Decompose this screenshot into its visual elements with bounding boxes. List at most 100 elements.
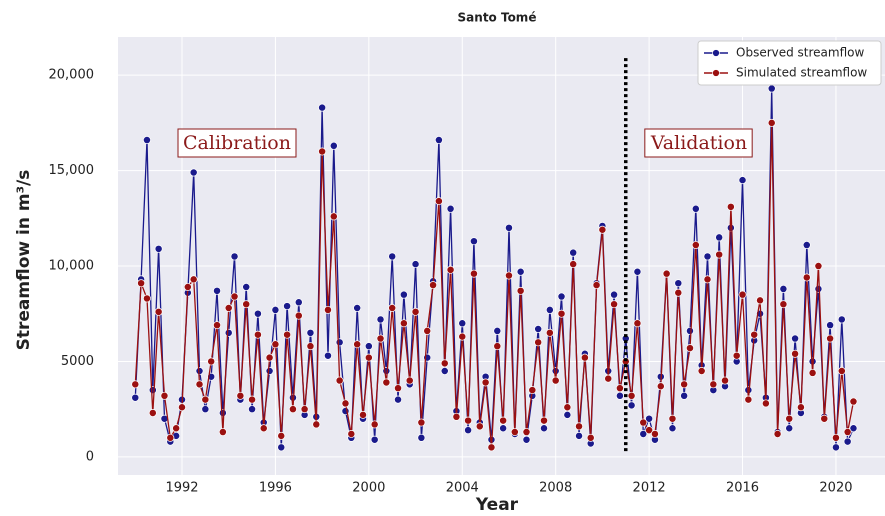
data-point — [370, 435, 379, 444]
data-point — [534, 338, 543, 347]
data-point — [569, 260, 578, 269]
data-point — [505, 271, 513, 280]
data-point — [837, 315, 846, 324]
data-point — [195, 380, 204, 389]
data-point — [154, 244, 163, 253]
data-point — [178, 403, 186, 412]
data-point — [709, 380, 718, 389]
y-tick-label: 20,000 — [49, 68, 95, 83]
legend-marker — [712, 49, 720, 57]
data-point — [796, 403, 805, 412]
data-point — [668, 414, 677, 423]
data-point — [253, 309, 262, 318]
data-point — [575, 422, 583, 431]
data-point — [283, 330, 292, 339]
data-point — [370, 420, 379, 429]
data-point — [779, 300, 788, 309]
data-point — [324, 305, 332, 314]
y-tick-label: 15,000 — [49, 163, 95, 178]
data-point — [849, 397, 858, 406]
data-point — [312, 420, 321, 429]
data-point — [434, 197, 443, 206]
x-tick-label: 1992 — [165, 481, 198, 496]
data-point — [767, 118, 776, 127]
data-point — [242, 283, 251, 291]
data-point — [236, 391, 245, 400]
data-point — [785, 414, 794, 423]
data-point — [785, 424, 794, 433]
x-tick-label: 2000 — [352, 481, 385, 496]
x-tick-label: 1996 — [259, 481, 292, 496]
data-point — [820, 414, 829, 423]
data-point — [452, 412, 461, 421]
annotation-text: Validation — [650, 132, 747, 154]
data-point — [499, 424, 508, 433]
data-point — [318, 147, 327, 156]
data-point — [329, 141, 338, 150]
data-point — [294, 311, 303, 320]
data-point — [545, 305, 554, 314]
data-point — [522, 428, 531, 437]
data-point — [388, 304, 397, 312]
annotation: Validation — [644, 128, 753, 158]
data-point — [674, 279, 683, 288]
series-line — [134, 122, 855, 448]
data-point — [318, 103, 327, 112]
data-point — [837, 367, 846, 375]
data-point — [271, 305, 280, 314]
data-point — [779, 284, 788, 293]
data-point — [376, 334, 385, 343]
data-point — [761, 399, 770, 408]
data-point — [680, 380, 689, 389]
x-tick-label: 2016 — [726, 481, 759, 496]
data-point — [814, 262, 823, 270]
data-point — [382, 367, 391, 375]
data-point — [148, 386, 157, 395]
data-point — [726, 202, 735, 211]
data-point — [382, 378, 391, 387]
data-point — [423, 326, 432, 335]
data-point — [347, 430, 356, 438]
data-point — [808, 368, 817, 377]
data-point — [137, 279, 146, 288]
data-point — [230, 252, 239, 261]
data-point — [288, 405, 297, 414]
data-point — [832, 433, 840, 442]
data-point — [148, 409, 157, 417]
data-point — [832, 443, 840, 452]
data-point — [604, 374, 613, 383]
data-point — [218, 428, 227, 437]
data-point — [627, 391, 636, 400]
data-point — [224, 328, 233, 337]
data-point — [826, 321, 835, 330]
data-point — [493, 342, 502, 351]
data-point — [242, 300, 251, 309]
data-point — [394, 384, 402, 393]
data-point — [394, 395, 402, 404]
data-point — [569, 248, 578, 257]
annotation-box — [644, 128, 753, 158]
data-point — [493, 326, 502, 335]
data-point — [248, 395, 257, 404]
data-point — [300, 405, 309, 414]
data-point — [814, 284, 823, 293]
data-point — [557, 292, 566, 301]
data-point — [218, 409, 227, 417]
data-point — [277, 443, 286, 452]
data-point — [388, 252, 397, 261]
data-point — [411, 260, 420, 269]
data-point — [499, 416, 508, 425]
data-point — [580, 353, 589, 362]
data-point — [510, 428, 519, 437]
data-point — [563, 403, 572, 412]
data-point — [791, 334, 800, 343]
data-point — [703, 252, 712, 261]
data-point — [189, 168, 198, 177]
data-point — [440, 367, 449, 375]
data-point — [843, 428, 852, 437]
annotation-text: Calibration — [183, 132, 291, 154]
x-axis-label: Year — [475, 495, 519, 515]
data-point — [335, 338, 344, 347]
data-point — [639, 430, 648, 438]
data-point — [668, 424, 677, 433]
